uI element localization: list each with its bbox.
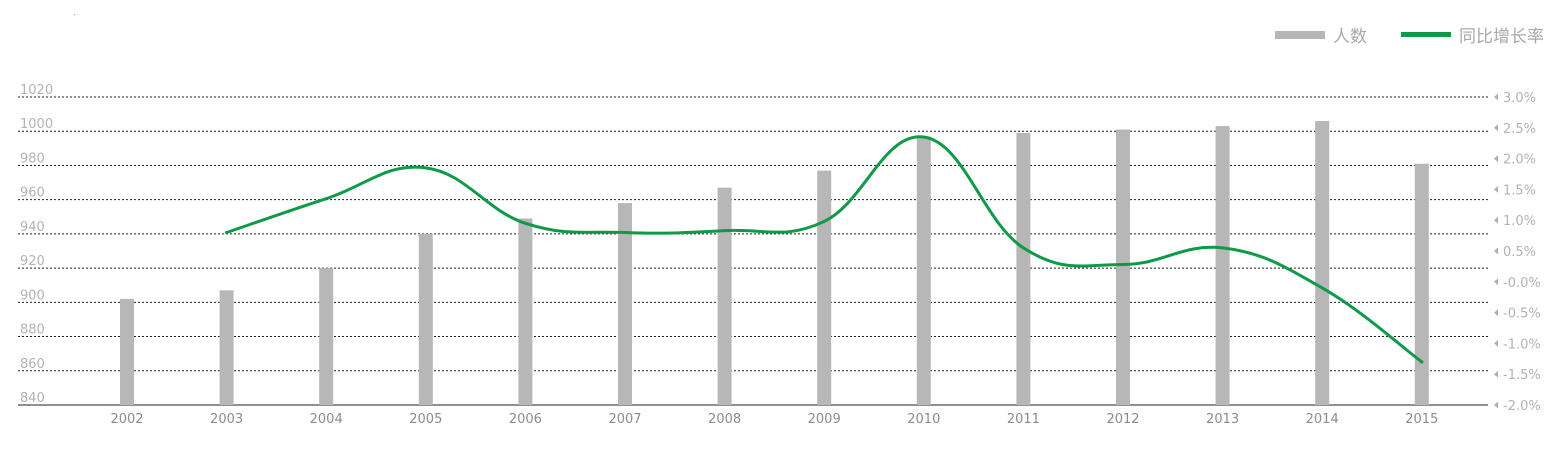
bar <box>1215 126 1230 405</box>
growth-rate-point <box>225 231 229 235</box>
bar <box>418 233 433 405</box>
x-tick-label: 2004 <box>310 412 343 427</box>
bar <box>618 203 632 405</box>
y-left-tick-label: 960 <box>20 186 45 201</box>
y-right-tick-marker <box>1494 370 1498 378</box>
y-right-tick-marker <box>1494 309 1498 317</box>
y-right-tick-marker <box>1494 401 1498 409</box>
y-left-tick-label: 1020 <box>20 83 53 98</box>
y-left-tick-label: 880 <box>20 323 45 338</box>
x-tick-label: 2013 <box>1206 412 1239 427</box>
y-right-tick-label: 1.5% <box>1503 183 1536 198</box>
y-left-tick-label: 980 <box>20 151 45 166</box>
y-right-tick-marker <box>1494 124 1498 132</box>
legend-line-label: 同比增长率 <box>1459 27 1544 47</box>
y-right-tick-marker <box>1494 278 1498 286</box>
bar <box>1016 132 1031 405</box>
y-right-tick-label: 0.5% <box>1503 245 1536 260</box>
x-tick-label: 2005 <box>409 412 442 427</box>
legend-bar-swatch <box>1275 30 1325 39</box>
x-tick-label: 2011 <box>1007 412 1040 427</box>
y-right-tick-label: 2.5% <box>1503 122 1536 137</box>
growth-rate-point <box>1221 246 1225 250</box>
legend-item-line[interactable]: 同比增长率 <box>1401 22 1544 47</box>
legend-bar-label: 人数 <box>1333 27 1367 47</box>
x-tick-label: 2007 <box>608 412 641 427</box>
y-right-tick-label: 1.0% <box>1503 214 1536 229</box>
growth-rate-point <box>1121 263 1125 267</box>
legend: 人数 同比增长率 <box>1275 22 1544 47</box>
x-tick-label: 2009 <box>808 412 841 427</box>
y-right-tick-marker <box>1494 216 1498 224</box>
y-right-tick-label: 3.0% <box>1503 91 1536 106</box>
y-right-tick-label: 2.0% <box>1503 153 1536 168</box>
growth-rate-point <box>1320 286 1324 290</box>
x-tick-label: 2003 <box>210 412 243 427</box>
bar <box>1315 120 1330 405</box>
y-right-tick-label: -1.5% <box>1503 368 1541 383</box>
x-tick-label: 2015 <box>1405 412 1438 427</box>
y-left-tick-label: 900 <box>20 288 45 303</box>
y-right-tick-marker <box>1494 155 1498 163</box>
corner-dot <box>74 14 75 15</box>
bar <box>1116 129 1130 405</box>
y-right-tick-label: -1.0% <box>1503 337 1541 352</box>
bar <box>120 298 134 405</box>
bar <box>817 170 832 405</box>
growth-rate-point <box>1021 246 1025 250</box>
growth-rate-point <box>424 166 428 170</box>
bar <box>518 218 533 405</box>
x-tick-label: 2002 <box>110 412 143 427</box>
growth-rate-point <box>523 221 527 225</box>
growth-rate-point <box>1420 360 1424 364</box>
bar <box>219 290 234 405</box>
bar <box>319 268 334 405</box>
y-left-tick-label: 1000 <box>20 117 53 132</box>
x-tick-label: 2006 <box>509 412 542 427</box>
y-left-tick-label: 840 <box>20 391 45 406</box>
y-left-tick-label: 860 <box>20 357 45 372</box>
bar <box>1414 163 1429 405</box>
growth-rate-point <box>723 229 727 233</box>
legend-line-swatch <box>1401 32 1451 37</box>
y-right-tick-label: -0.5% <box>1503 307 1541 322</box>
y-right-tick-marker <box>1494 185 1498 193</box>
y-right-tick-label: -2.0% <box>1503 399 1541 414</box>
x-tick-label: 2010 <box>907 412 940 427</box>
legend-item-bar[interactable]: 人数 <box>1275 22 1367 47</box>
growth-rate-point <box>822 219 826 223</box>
y-left-tick-label: 920 <box>20 254 45 269</box>
growth-rate-point <box>324 197 328 201</box>
y-right-tick-label: -0.0% <box>1503 276 1541 291</box>
y-right-tick-marker <box>1494 247 1498 255</box>
bar <box>717 187 732 405</box>
y-right-tick-marker <box>1494 339 1498 347</box>
x-tick-label: 2012 <box>1106 412 1139 427</box>
x-tick-label: 2014 <box>1306 412 1339 427</box>
bar <box>916 136 931 405</box>
growth-rate-point <box>922 135 926 139</box>
growth-rate-point <box>623 231 627 235</box>
y-right-tick-marker <box>1494 93 1498 101</box>
x-tick-label: 2008 <box>708 412 741 427</box>
y-left-tick-label: 940 <box>20 220 45 235</box>
